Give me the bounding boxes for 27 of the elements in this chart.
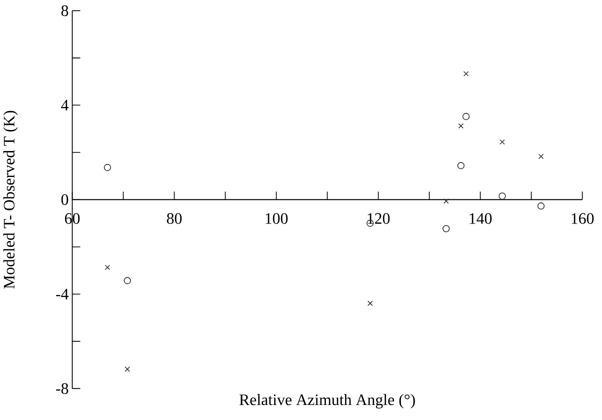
y-axis-title: Modeled T- Observed T (K) <box>3 111 18 289</box>
point <box>124 366 130 372</box>
y-tick-label: -4 <box>56 289 69 300</box>
point <box>443 198 449 204</box>
point <box>463 71 469 77</box>
x-tick-label: 160 <box>572 213 594 224</box>
point <box>442 225 450 233</box>
y-tick-label: 4 <box>61 100 69 111</box>
y-tick-label: 0 <box>61 194 68 206</box>
point <box>538 154 544 160</box>
point <box>500 140 505 145</box>
x-axis-title: Relative Azimuth Angle (°) <box>239 394 415 409</box>
point <box>104 264 110 270</box>
point <box>367 300 373 306</box>
point <box>104 164 112 172</box>
point <box>124 277 131 284</box>
x-tick-label: 140 <box>470 213 492 224</box>
point <box>458 124 464 129</box>
y-tick-label: 8 <box>61 6 68 16</box>
y-tick-label: -8 <box>56 383 68 394</box>
point <box>462 113 470 120</box>
point <box>457 162 465 170</box>
x-tick-label: 120 <box>368 213 390 224</box>
point <box>498 192 506 200</box>
point <box>537 202 545 210</box>
x-tick-label: 100 <box>266 213 288 224</box>
x-tick-label: 80 <box>166 213 182 224</box>
